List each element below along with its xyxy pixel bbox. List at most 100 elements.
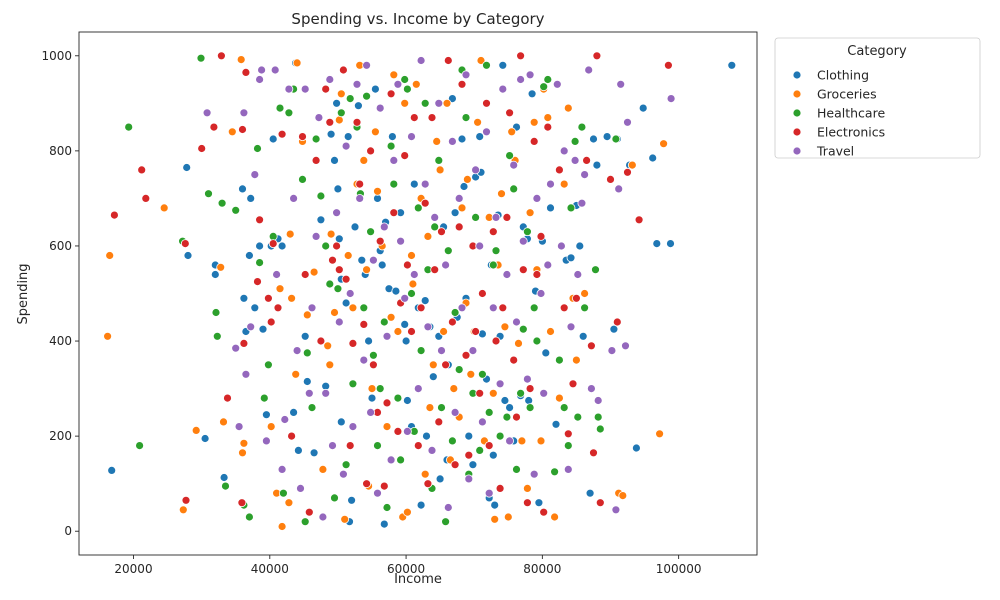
point-travel-29 (338, 469, 348, 479)
point-clothing-10 (244, 251, 254, 260)
point-electronics-26 (321, 84, 331, 94)
point-clothing-64 (422, 431, 431, 441)
point-healthcare-38 (362, 91, 372, 101)
point-groceries-45 (393, 327, 403, 336)
point-electronics-85 (523, 498, 532, 508)
point-electronics-42 (375, 236, 385, 246)
point-electronics-99 (589, 448, 598, 458)
point-groceries-39 (370, 127, 380, 137)
point-healthcare-8 (221, 481, 230, 491)
point-electronics-14 (255, 215, 265, 225)
legend-entries: Clothing Groceries Healthcare Electronics Tr… (792, 68, 885, 159)
point-travel-90 (546, 179, 555, 189)
point-electronics-51 (407, 327, 416, 336)
point-travel-49 (407, 132, 416, 142)
legend: Category Clothing Groceries Healthcare Elec… (774, 37, 981, 159)
point-electronics-34 (348, 338, 358, 348)
point-groceries-4 (191, 425, 201, 435)
point-healthcare-80 (505, 151, 515, 161)
point-travel-3 (239, 108, 249, 118)
point-healthcare-92 (555, 355, 564, 365)
point-travel-17 (296, 483, 305, 493)
point-groceries-2 (159, 203, 169, 213)
point-groceries-100 (618, 491, 628, 501)
point-healthcare-3 (196, 53, 206, 63)
point-clothing-8 (239, 293, 249, 303)
point-travel-24 (321, 388, 331, 398)
point-clothing-93 (500, 396, 510, 405)
point-clothing-116 (602, 132, 612, 142)
plot-frame (78, 31, 758, 556)
point-clothing-13 (255, 241, 265, 251)
point-electronics-90 (539, 507, 549, 517)
y-axis-label: Spending (16, 263, 31, 324)
point-healthcare-54 (416, 346, 426, 356)
point-healthcare-34 (348, 379, 358, 389)
y-tick-label-3: 600 (49, 239, 72, 253)
point-travel-12 (277, 464, 287, 474)
point-groceries-51 (411, 79, 421, 89)
point-groceries-8 (236, 55, 246, 64)
point-groceries-87 (536, 436, 546, 446)
point-groceries-35 (359, 155, 369, 165)
point-travel-77 (502, 270, 512, 279)
point-electronics-13 (253, 277, 262, 287)
point-groceries-70 (476, 56, 486, 65)
point-electronics-102 (606, 174, 615, 184)
point-clothing-77 (459, 182, 469, 191)
point-healthcare-22 (300, 517, 310, 527)
point-electronics-44 (382, 398, 392, 408)
point-travel-59 (441, 260, 451, 270)
point-clothing-88 (488, 450, 498, 460)
point-travel-46 (396, 236, 406, 246)
point-travel-42 (382, 331, 392, 341)
point-travel-85 (529, 469, 539, 479)
point-groceries-6 (219, 417, 228, 427)
point-healthcare-58 (430, 222, 440, 232)
point-electronics-72 (477, 289, 487, 298)
point-healthcare-14 (259, 393, 269, 403)
point-groceries-43 (386, 312, 396, 322)
point-electronics-0 (110, 210, 119, 220)
point-clothing-12 (250, 303, 260, 313)
point-healthcare-18 (278, 488, 288, 498)
point-groceries-67 (466, 369, 476, 379)
point-clothing-35 (341, 298, 351, 308)
point-travel-94 (563, 464, 573, 474)
point-electronics-18 (273, 303, 283, 313)
x-tick-label-0: 20000 (114, 562, 152, 576)
point-travel-1 (231, 343, 241, 353)
point-clothing-115 (592, 160, 602, 170)
point-groceries-49 (407, 251, 416, 260)
point-clothing-26 (316, 215, 326, 225)
point-healthcare-24 (307, 403, 317, 413)
point-healthcare-82 (512, 464, 521, 474)
point-healthcare-83 (516, 388, 525, 398)
point-electronics-9 (237, 498, 247, 508)
point-electronics-63 (447, 317, 457, 327)
point-travel-4 (241, 369, 251, 379)
point-groceries-53 (420, 469, 430, 479)
point-electronics-96 (572, 293, 581, 303)
point-clothing-45 (370, 84, 380, 94)
point-travel-44 (389, 155, 399, 165)
point-travel-78 (505, 436, 515, 446)
point-clothing-49 (379, 519, 389, 529)
point-electronics-68 (464, 450, 474, 460)
point-electronics-8 (223, 393, 232, 403)
point-travel-61 (447, 136, 457, 146)
point-groceries-73 (488, 388, 498, 398)
point-electronics-94 (563, 429, 573, 439)
point-travel-92 (557, 241, 566, 251)
point-electronics-73 (482, 98, 491, 108)
point-healthcare-11 (244, 512, 254, 522)
point-electronics-86 (525, 384, 535, 394)
point-clothing-39 (350, 222, 360, 232)
point-healthcare-84 (518, 324, 528, 334)
point-electronics-37 (359, 319, 369, 329)
point-electronics-40 (368, 360, 378, 370)
point-clothing-79 (464, 431, 474, 441)
point-clothing-30 (332, 98, 342, 108)
point-travel-80 (512, 317, 521, 327)
point-travel-53 (420, 179, 430, 189)
